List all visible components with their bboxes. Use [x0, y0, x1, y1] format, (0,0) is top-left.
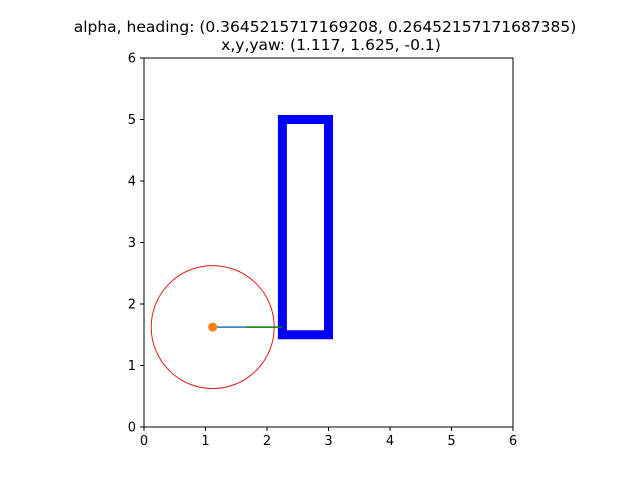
axes-frame — [143, 57, 514, 428]
x-tick-label: 3 — [324, 434, 332, 449]
plot-area — [150, 115, 333, 390]
x-tick-label: 0 — [140, 434, 148, 449]
y-tick-label: 2 — [128, 298, 136, 313]
x-tick-label: 1 — [201, 434, 209, 449]
x-tick-label: 5 — [447, 434, 455, 449]
x-tick-label: 6 — [509, 434, 517, 449]
x-tick-label: 4 — [386, 434, 394, 449]
robot-position-marker — [208, 322, 218, 332]
chart-title-line-2: x,y,yaw: (1.117, 1.625, -0.1) — [221, 36, 441, 54]
y-tick-label: 3 — [128, 236, 136, 251]
y-tick-label: 1 — [128, 359, 136, 374]
y-tick-label: 0 — [128, 421, 136, 436]
obstacle-rectangle — [277, 115, 333, 340]
x-tick-label: 2 — [263, 434, 271, 449]
axis-ticks: 0 1 2 3 4 5 6 0 1 2 3 4 5 6 — [128, 52, 517, 450]
y-tick-label: 4 — [128, 175, 136, 190]
y-tick-label: 6 — [128, 52, 136, 67]
y-tick-label: 5 — [128, 113, 136, 128]
chart-title-line-1: alpha, heading: (0.3645215717169208, 0.2… — [74, 18, 577, 36]
